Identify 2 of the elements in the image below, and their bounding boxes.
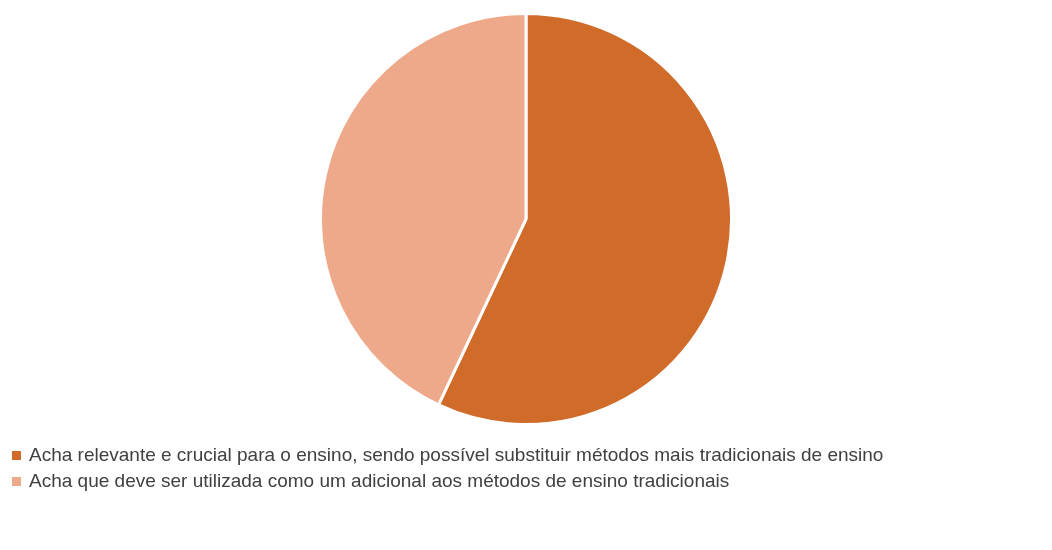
legend-label: Acha relevante e crucial para o ensino, sendo possível substituir métodos mais tradicionais de ensino <box>29 443 884 467</box>
legend-label: Acha que deve ser utilizada como um adicional aos métodos de ensino tradicionais <box>29 469 730 493</box>
